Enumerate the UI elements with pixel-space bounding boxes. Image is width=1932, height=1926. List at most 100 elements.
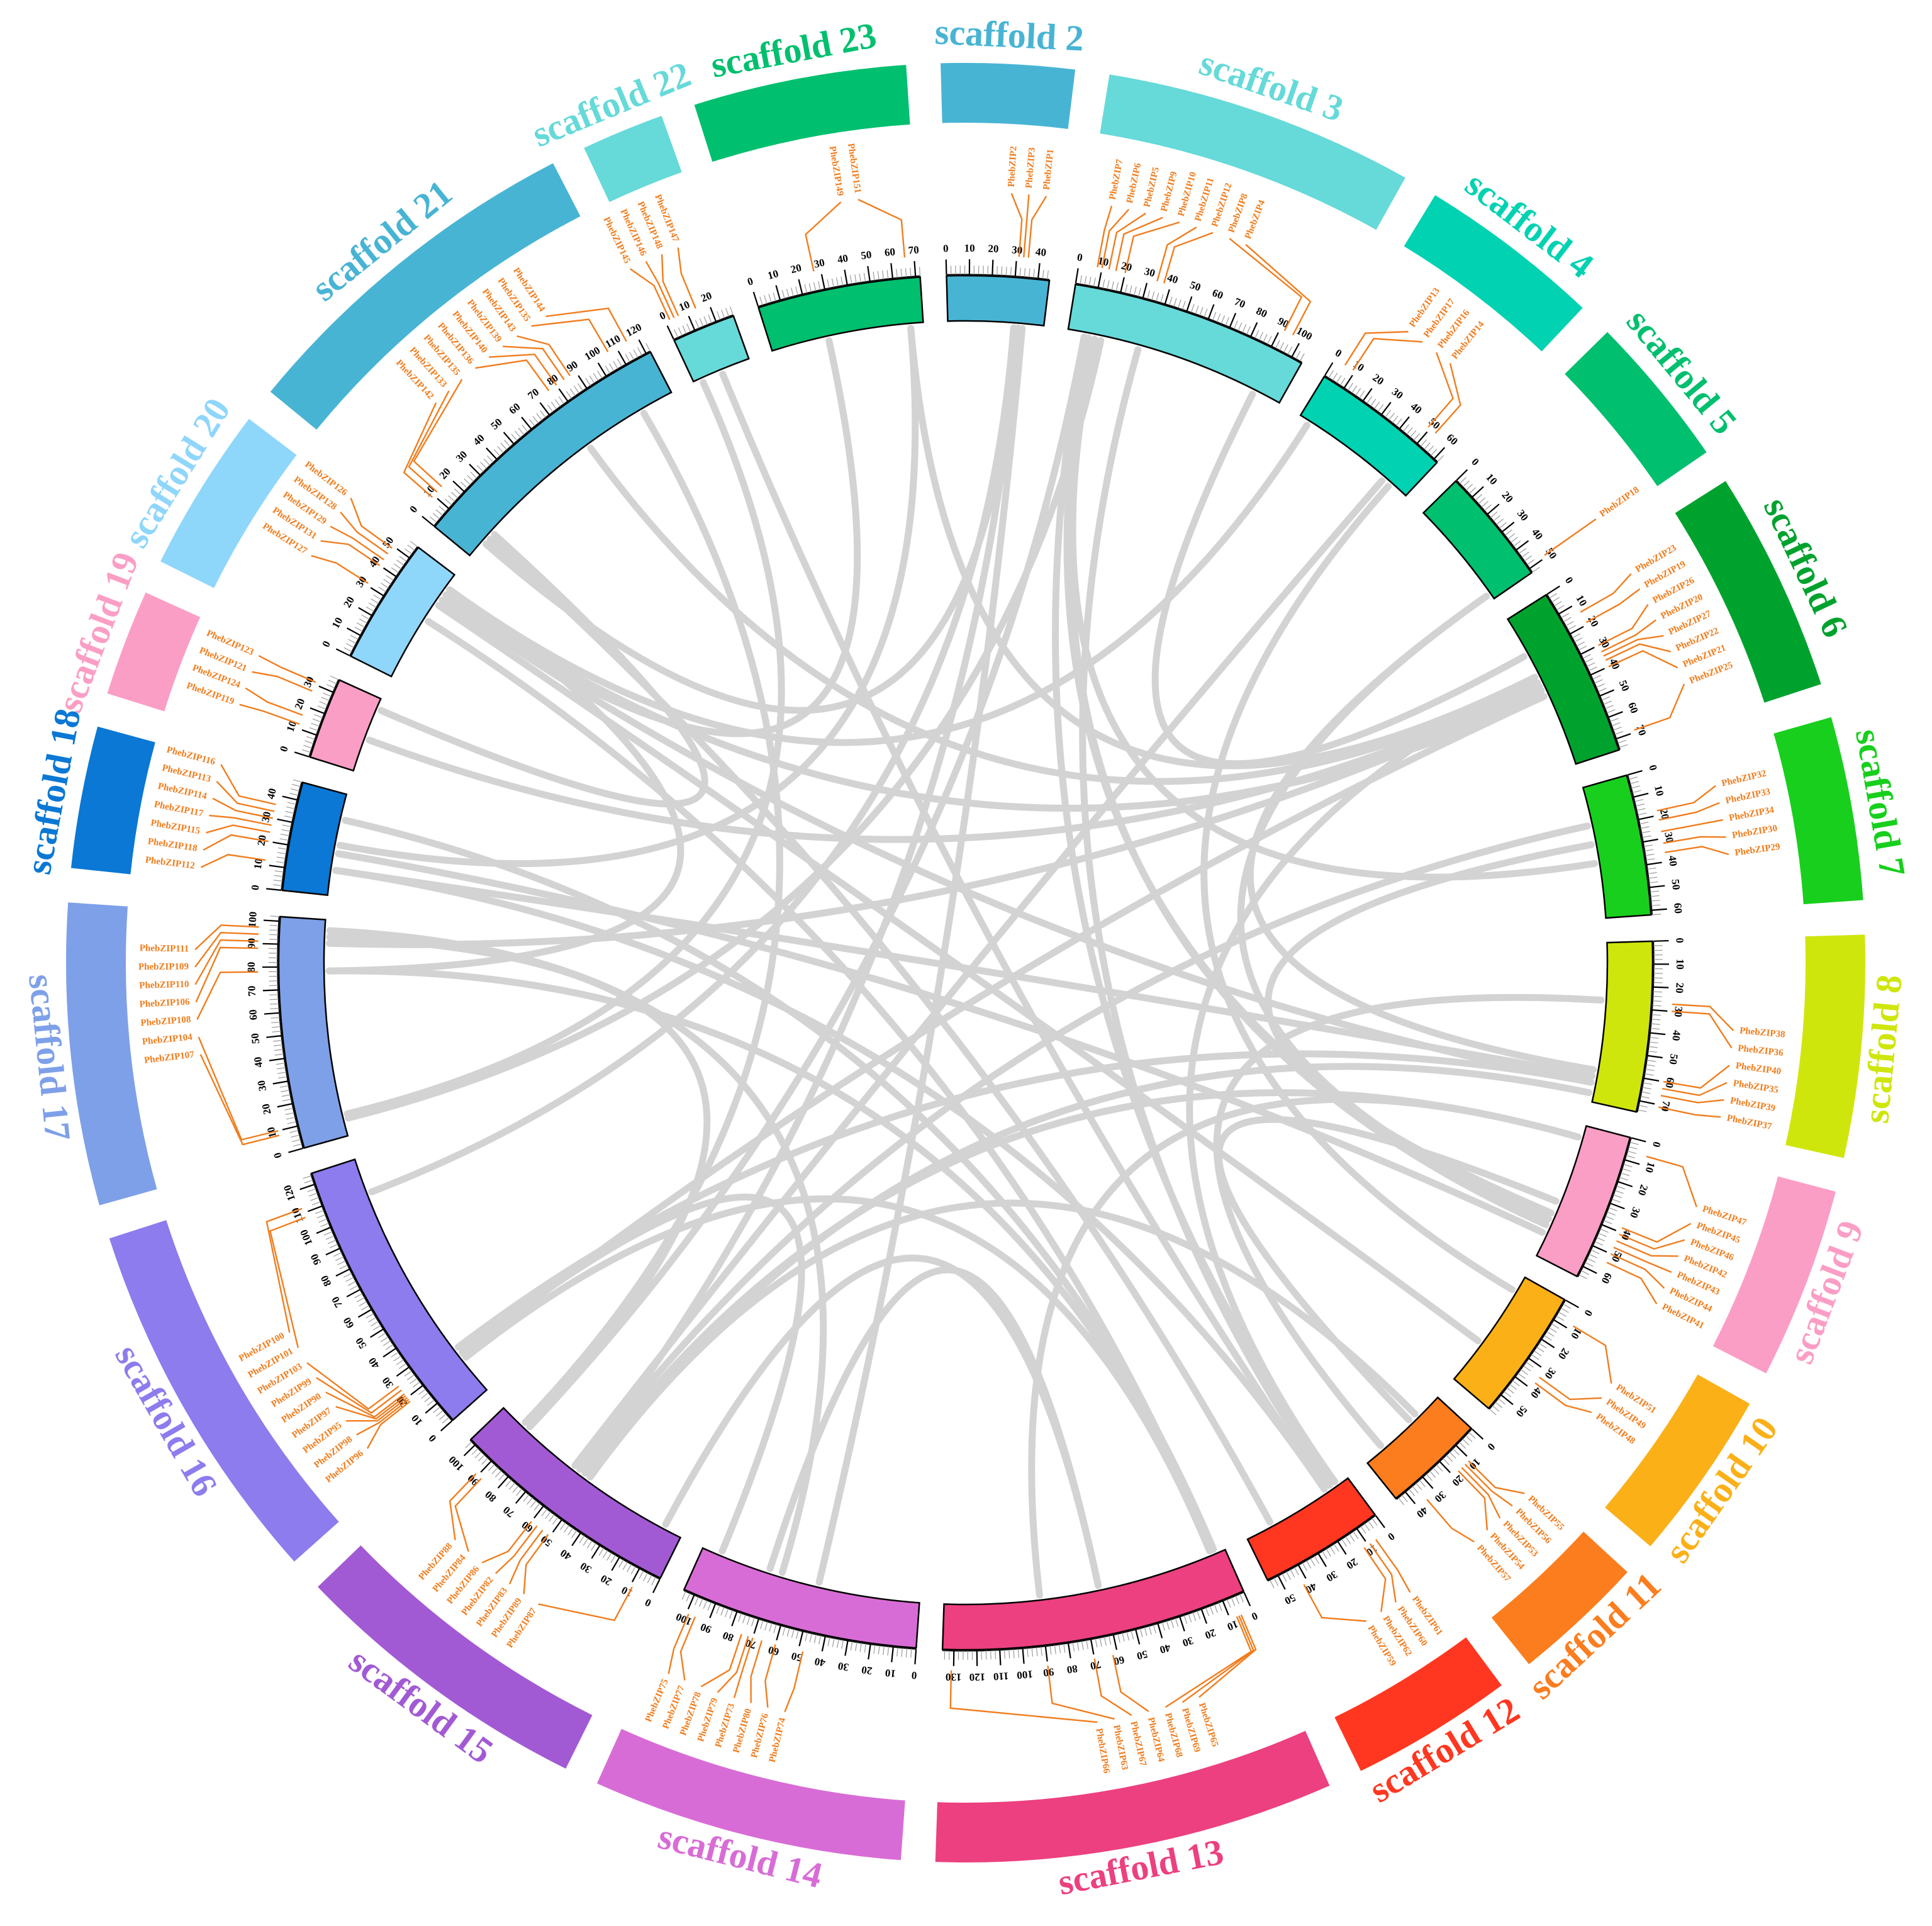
gene-label: PhebZIP1	[1042, 148, 1056, 190]
tick-mark	[1647, 867, 1656, 870]
tick-label: 20	[1203, 1626, 1217, 1642]
tick-mark	[1197, 1611, 1201, 1620]
gene-marker-line	[194, 939, 259, 985]
tick-mark	[1604, 1220, 1612, 1224]
gene-marker-line	[335, 1395, 406, 1420]
tick-mark	[859, 1643, 862, 1652]
tick-label: 10	[330, 615, 345, 630]
tick-mark	[303, 744, 312, 749]
tick-mark	[280, 834, 289, 836]
tick-mark	[1551, 1323, 1560, 1329]
tick-mark	[1277, 1576, 1286, 1590]
tick-mark	[707, 1602, 712, 1611]
tick-mark	[1214, 1604, 1218, 1613]
tick-mark	[1536, 1347, 1544, 1353]
tick-mark	[1641, 831, 1651, 834]
tick-mark	[371, 598, 379, 604]
gene-marker-line	[1660, 1095, 1724, 1104]
tick-label: 10	[885, 1667, 896, 1680]
tick-axis	[683, 1590, 917, 1650]
tick-mark	[1607, 709, 1616, 714]
tick-mark	[591, 1543, 596, 1551]
gene-marker-line	[645, 260, 675, 318]
tick-mark	[339, 1265, 348, 1270]
tick-mark	[1499, 522, 1507, 529]
tick-mark	[844, 269, 848, 285]
tick-mark	[643, 1572, 648, 1581]
tick-mark	[1487, 503, 1500, 515]
tick-mark	[1324, 362, 1334, 376]
tick-mark	[421, 1392, 429, 1399]
tick-label: 0	[943, 242, 949, 254]
tick-label: 50	[488, 416, 504, 432]
gene-marker-line	[366, 1401, 411, 1449]
tick-mark	[997, 266, 998, 276]
tick-mark	[391, 1352, 399, 1358]
tick-mark	[540, 410, 546, 418]
tick-mark	[878, 1645, 880, 1655]
tick-mark	[1329, 1546, 1336, 1555]
gene-marker-line	[717, 1636, 749, 1693]
gene-marker-line	[239, 703, 300, 725]
tick-mark	[486, 447, 498, 460]
tick-mark	[471, 1448, 479, 1455]
gene-marker-line	[1010, 193, 1023, 257]
tick-mark	[558, 388, 569, 402]
tick-mark	[480, 462, 487, 469]
tick-mark	[1406, 427, 1413, 435]
tick-label: 0	[1385, 1530, 1397, 1543]
tick-mark	[1585, 658, 1594, 663]
tick-mark	[1298, 1565, 1307, 1579]
tick-label: 120	[281, 1184, 298, 1202]
tick-mark	[405, 548, 413, 554]
tick-label: 70	[329, 1294, 345, 1309]
tick-mark	[274, 1049, 283, 1051]
tick-mark	[813, 1634, 817, 1643]
tick-mark	[1434, 447, 1446, 459]
gene-marker-line	[1156, 227, 1197, 282]
synteny-link	[662, 1254, 1102, 1589]
tick-mark	[1549, 1327, 1557, 1333]
tick-axis	[433, 350, 651, 527]
tick-mark	[284, 1107, 293, 1111]
tick-axis	[469, 1440, 660, 1580]
gene-marker-line	[1610, 1253, 1665, 1289]
tick-label: 50	[1669, 878, 1682, 890]
tick-mark	[1600, 1228, 1609, 1233]
tick-mark	[307, 1205, 323, 1212]
gene-marker-line	[1027, 196, 1047, 258]
tick-mark	[764, 1621, 768, 1631]
tick-mark	[497, 445, 504, 454]
scaffold-ideogram	[757, 276, 924, 352]
tick-label: 20	[790, 262, 803, 276]
tick-mark	[1161, 1622, 1166, 1632]
tick-label: 10	[1643, 1161, 1657, 1175]
tick-mark	[385, 1344, 394, 1350]
gene-marker-line	[503, 345, 565, 381]
tick-mark	[1492, 1405, 1500, 1412]
tick-mark	[1582, 654, 1592, 659]
tick-mark	[1449, 1452, 1456, 1459]
tick-mark	[883, 1646, 885, 1655]
tick-mark	[288, 1147, 303, 1153]
gene-label: PhebZIP7	[1107, 158, 1125, 200]
tick-label: 20	[437, 466, 453, 481]
gene-label: PhebZIP117	[154, 800, 204, 819]
tick-mark	[593, 372, 599, 381]
tick-mark	[1617, 739, 1627, 744]
tick-mark	[682, 325, 687, 334]
scaffold-ideogram	[1366, 1396, 1473, 1500]
tick-mark	[1029, 268, 1030, 277]
gene-label: PhebZIP74	[768, 1716, 788, 1764]
tick-mark	[269, 1058, 284, 1061]
tick-mark	[454, 488, 462, 495]
tick-label: 0	[1250, 1610, 1259, 1623]
tick-mark	[1173, 298, 1177, 307]
tick-mark	[1351, 385, 1358, 393]
tick-mark	[1462, 1438, 1470, 1446]
tick-mark	[747, 1616, 751, 1625]
scaffold-ideogram	[1453, 1276, 1566, 1410]
scaffold-ideogram	[941, 1548, 1245, 1651]
tick-label: 60	[341, 1315, 357, 1330]
tick-mark	[651, 1577, 656, 1586]
